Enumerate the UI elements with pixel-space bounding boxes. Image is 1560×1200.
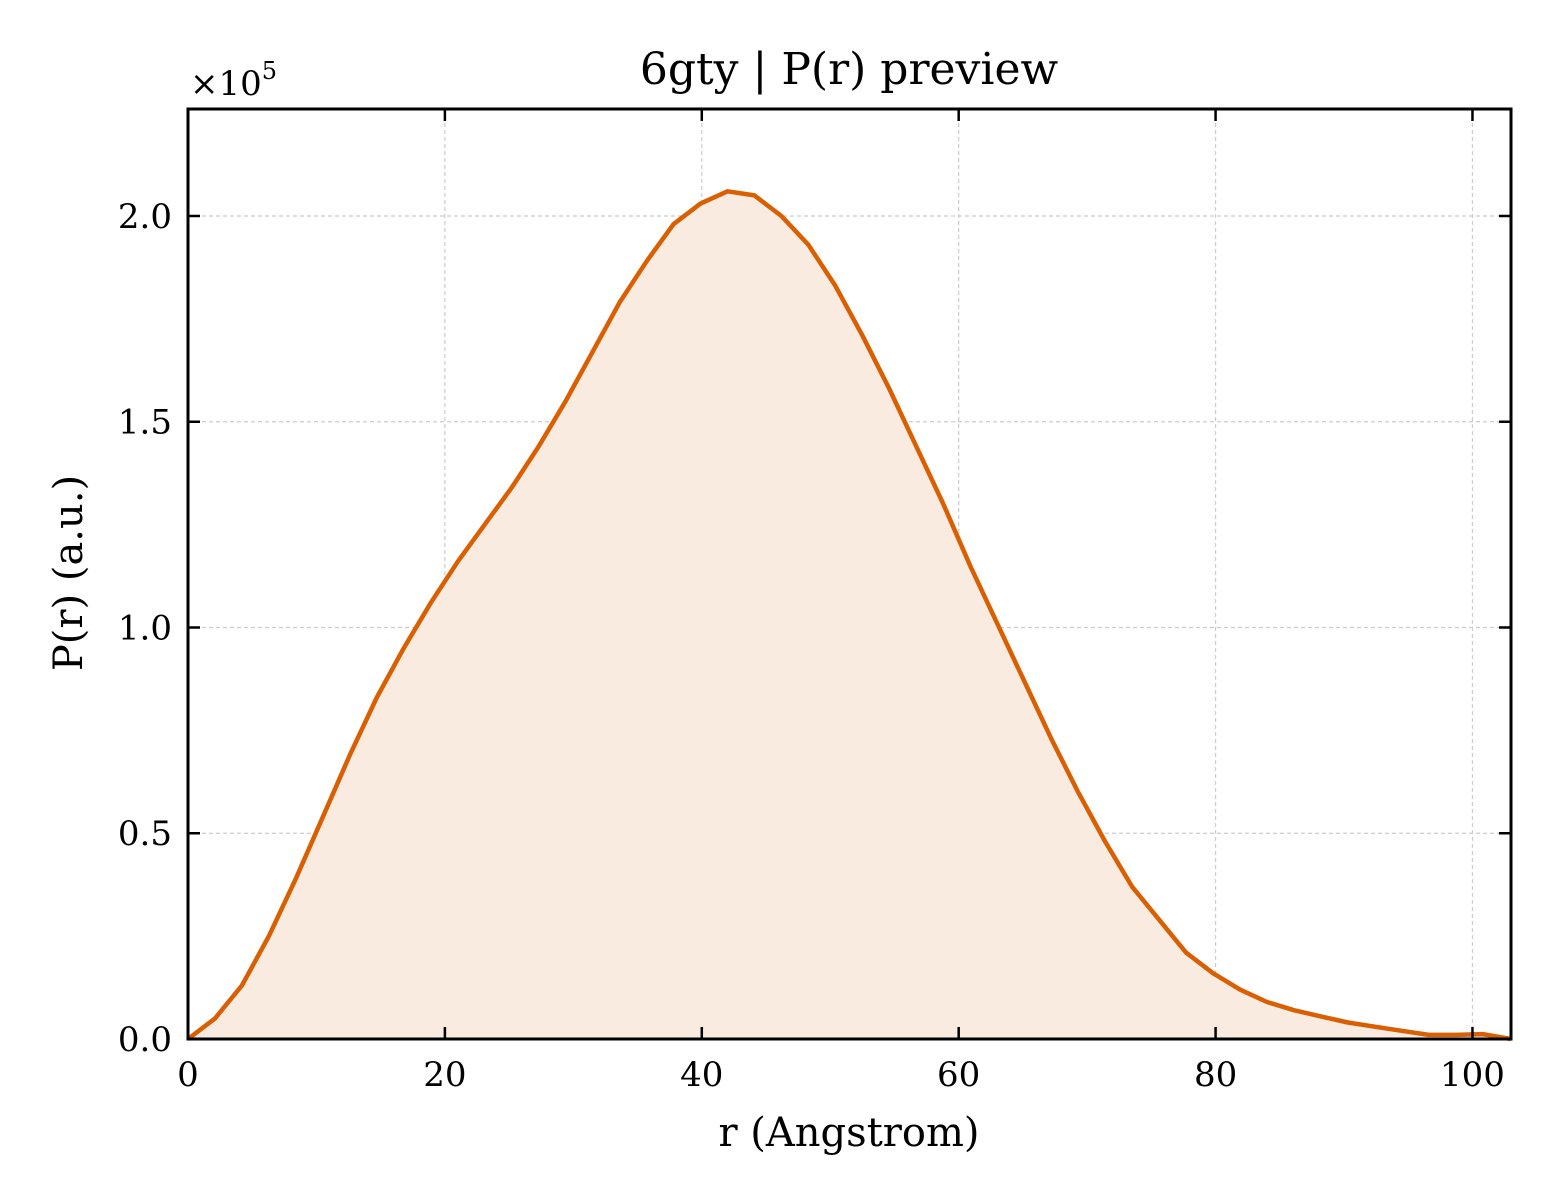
y-scale-exponent: 5 xyxy=(262,57,277,85)
x-tick-label: 100 xyxy=(1440,1055,1505,1095)
y-tick-label: 1.5 xyxy=(118,403,172,443)
pr-area-fill xyxy=(188,191,1511,1040)
x-axis-label: r (Angstrom) xyxy=(718,1110,979,1156)
plot-frame xyxy=(186,107,1513,1041)
x-tick-label: 40 xyxy=(680,1055,723,1095)
pr-series-line xyxy=(186,189,1512,1042)
y-axis-label: P(r) (a.u.) xyxy=(46,475,92,671)
x-tick-label: 20 xyxy=(423,1055,466,1095)
x-tick-label: 0 xyxy=(177,1055,199,1095)
y-scale-multiplier: ×105 xyxy=(190,57,277,104)
y-tick-label: 0.0 xyxy=(118,1020,172,1060)
tick-labels: 0 20 40 60 80 100 0.0 0.5 1.0 1.5 2.0 xyxy=(118,197,1505,1095)
x-tick-label: 60 xyxy=(937,1055,980,1095)
y-scale-factor: ×10 xyxy=(190,64,262,104)
y-tick-label: 2.0 xyxy=(118,197,172,237)
x-tick-label: 80 xyxy=(1194,1055,1237,1095)
y-tick-label: 0.5 xyxy=(118,814,172,854)
area-layer xyxy=(186,189,1512,1042)
y-tick-label: 1.0 xyxy=(118,608,172,648)
chart-title: 6gty | P(r) preview xyxy=(640,44,1059,95)
